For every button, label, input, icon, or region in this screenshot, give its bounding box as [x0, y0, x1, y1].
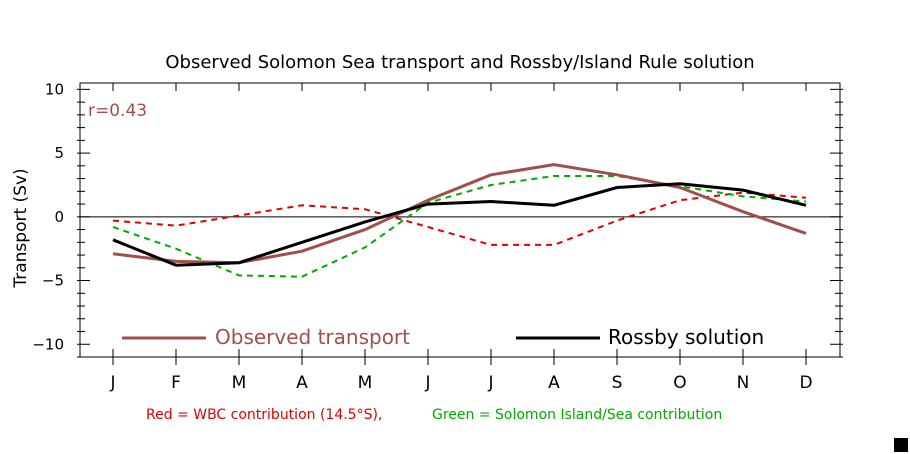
x-tick-label: O	[673, 373, 686, 393]
series-line-observed-transport	[112, 163, 807, 265]
x-tick-label: F	[171, 373, 181, 393]
x-tick-label: M	[232, 373, 247, 393]
series-line-solomon	[112, 175, 807, 278]
y-axis-label: Transport (Sv)	[11, 168, 31, 288]
x-tick-label: J	[424, 373, 430, 393]
x-tick-label: S	[612, 373, 623, 393]
corner-marker	[894, 438, 908, 452]
x-tick-label: J	[487, 373, 493, 393]
chart-title: Observed Solomon Sea transport and Rossb…	[165, 52, 754, 73]
x-tick-label: J	[109, 373, 115, 393]
plot-frame	[79, 82, 841, 358]
footnote-green: Green = Solomon Island/Sea contribution	[432, 407, 722, 423]
y-tick-label: −5	[42, 272, 64, 290]
legend-rossby-label: Rossby solution	[608, 325, 764, 349]
plot-axes	[79, 82, 841, 358]
x-tick-label: D	[799, 373, 812, 393]
legend-observed-label: Observed transport	[215, 325, 410, 349]
series-line-wbc	[112, 191, 807, 246]
footnote-red: Red = WBC contribution (14.5°S),	[146, 407, 382, 423]
y-tick-label: −10	[32, 335, 64, 353]
x-tick-label: A	[296, 373, 308, 393]
y-tick-label: 0	[54, 208, 64, 226]
correlation-annotation: r=0.43	[88, 101, 147, 121]
y-axis: −10 −5 0 5 10	[32, 80, 843, 358]
y-tick-label: 5	[54, 144, 64, 162]
y-tick-label: 10	[45, 80, 64, 98]
x-tick-label: N	[737, 373, 750, 393]
x-tick-label: M	[358, 373, 373, 393]
series-lines	[112, 163, 807, 278]
series-line-rossby-solution	[112, 182, 807, 267]
x-tick-label: A	[548, 373, 560, 393]
